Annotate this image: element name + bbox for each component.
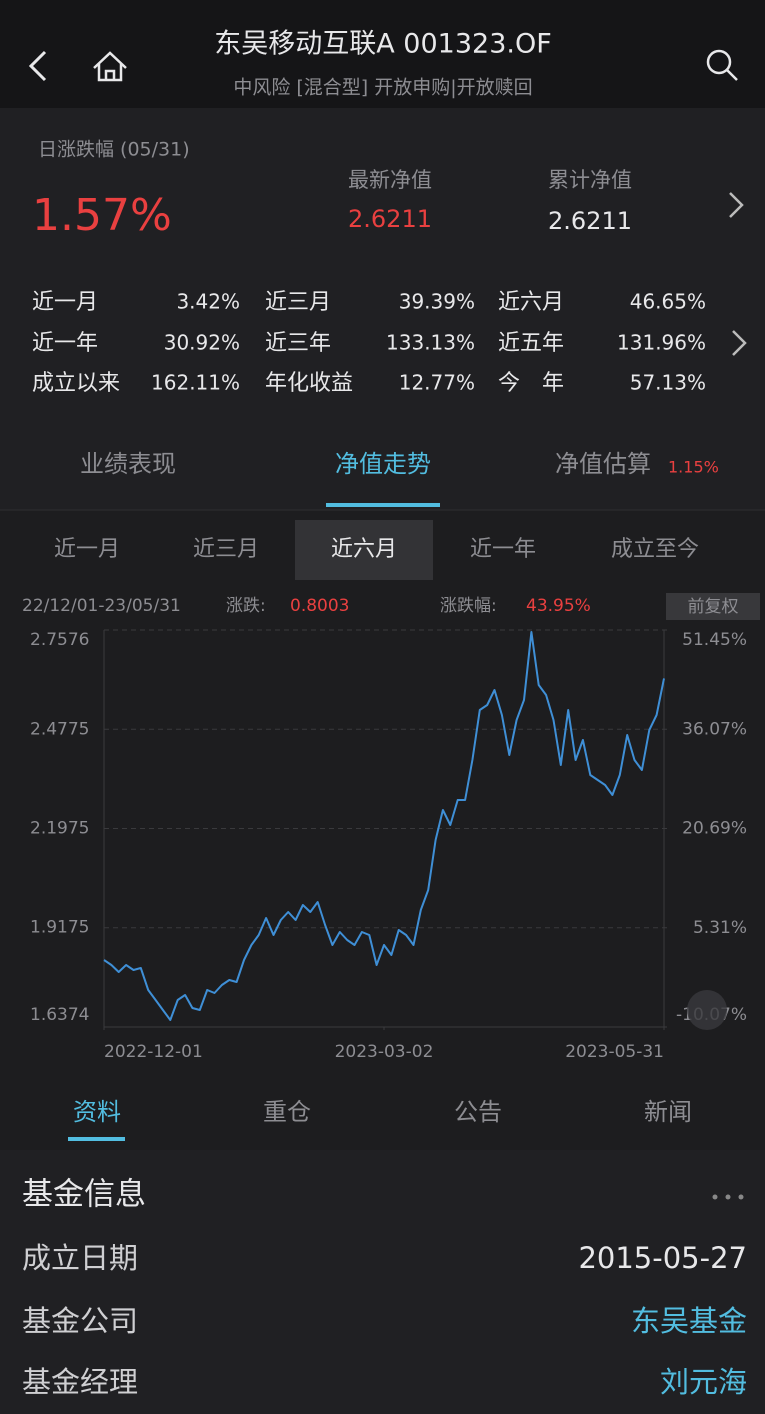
return-label: 近三月 <box>265 290 331 315</box>
bottom-tab[interactable]: 重仓 <box>263 1098 311 1126</box>
tab-underline <box>326 503 440 507</box>
expand-button[interactable] <box>687 990 727 1030</box>
return-value: 133.13% <box>386 331 475 355</box>
y2-tick-label: 5.31% <box>693 918 747 938</box>
return-value: 131.96% <box>617 331 706 355</box>
return-value: 30.92% <box>164 331 240 355</box>
y2-tick-label: 36.07% <box>682 719 747 739</box>
dot <box>738 1194 744 1200</box>
y-tick-label: 1.6374 <box>30 1005 89 1025</box>
estimate: 1.15% <box>668 458 719 477</box>
y-tick-label: 2.7576 <box>30 630 89 650</box>
info-label: 基金公司 <box>22 1304 138 1338</box>
tab[interactable]: 净值估算 <box>555 450 651 478</box>
header-bg <box>0 0 765 108</box>
bottom-tab[interactable]: 公告 <box>454 1098 502 1126</box>
change: 0.8003 <box>290 596 349 616</box>
y-tick-label: 2.1975 <box>30 819 89 839</box>
return-value: 162.11% <box>151 371 240 395</box>
subtitle: 中风险 [混合型] 开放申购|开放赎回 <box>233 77 532 99</box>
chart: 2.7576 2.4775 2.1975 1.9175 1.6374 51.45% 36.0… <box>30 629 747 1062</box>
period[interactable]: 近一月 <box>54 537 120 562</box>
title: 东吴移动互联A 001323.OF <box>214 29 552 60</box>
returns-chevron[interactable] <box>732 330 747 356</box>
search-icon <box>726 69 738 81</box>
y-tick-label: 2.4775 <box>30 719 89 739</box>
return-label: 成立以来 <box>32 371 120 396</box>
period[interactable]: 近一年 <box>470 537 536 562</box>
return-label: 今 年 <box>498 371 564 396</box>
change-label: 涨跌: <box>226 596 266 616</box>
dot <box>712 1194 718 1200</box>
period-active-bg <box>295 520 433 580</box>
return-label: 近三年 <box>265 331 331 356</box>
info-label: 基金经理 <box>22 1365 138 1399</box>
home-button[interactable] <box>93 51 127 82</box>
return-value: 57.13% <box>630 371 706 395</box>
summary-bg <box>0 108 765 510</box>
adjust-button[interactable] <box>666 593 760 620</box>
info-title: 基金信息 <box>22 1177 146 1213</box>
adjust: 前复权 <box>688 597 739 617</box>
x-tick-label: 2022-12-01 <box>104 1042 203 1062</box>
bottom-tab[interactable]: 新闻 <box>644 1098 692 1126</box>
period-active[interactable]: 近六月 <box>331 537 397 562</box>
range: 22/12/01-23/05/31 <box>22 596 181 616</box>
tab[interactable]: 业绩表现 <box>80 450 176 478</box>
y2-tick-label: 51.45% <box>682 630 747 650</box>
pct: 43.95% <box>526 596 591 616</box>
return-value: 12.77% <box>399 371 475 395</box>
returns-grid: 近一月 3.42% 近三月 39.39% 近六月 46.65% 近一年 30.92% 近三年 13… <box>32 290 706 397</box>
return-label: 近一月 <box>32 290 98 315</box>
cum-nav-label: 累计净值 <box>548 168 632 192</box>
info-value: 2015-05-27 <box>578 1241 747 1275</box>
bottom-tab-active[interactable]: 资料 <box>73 1098 121 1126</box>
period[interactable]: 成立至今 <box>611 537 699 562</box>
nav-line <box>103 631 665 1021</box>
info-value: 刘元海 <box>660 1365 747 1399</box>
info-bg <box>0 1150 765 1414</box>
return-label: 近五年 <box>498 331 564 356</box>
return-label: 近一年 <box>32 331 98 356</box>
return-value: 39.39% <box>399 290 475 314</box>
search-button[interactable] <box>706 49 738 81</box>
return-label: 近六月 <box>498 290 564 315</box>
more-button[interactable] <box>712 1194 744 1200</box>
info-label: 成立日期 <box>22 1241 138 1275</box>
period[interactable]: 近三月 <box>193 537 259 562</box>
back-button[interactable] <box>28 50 47 82</box>
daily-change: 1.57% <box>32 190 172 241</box>
y2-tick-label: 20.69% <box>682 819 747 839</box>
dot <box>725 1194 731 1200</box>
return-value: 3.42% <box>176 290 240 314</box>
pct-label: 涨跌幅: <box>440 596 497 616</box>
x-tick-label: 2023-03-02 <box>335 1042 434 1062</box>
daily-label: 日涨跌幅 (05/31) <box>38 139 190 161</box>
bottom-tab-underline <box>68 1137 125 1141</box>
tab-active[interactable]: 净值走势 <box>335 450 431 478</box>
latest-nav-label: 最新净值 <box>348 168 432 192</box>
info-value: 东吴基金 <box>631 1304 747 1338</box>
return-value: 46.65% <box>630 290 706 314</box>
search-icon <box>706 49 732 75</box>
latest-nav: 2.6211 <box>348 205 432 233</box>
nav-chevron[interactable] <box>729 192 744 218</box>
cum-nav: 2.6211 <box>548 207 632 235</box>
return-label: 年化收益 <box>265 371 353 396</box>
y-tick-label: 1.9175 <box>30 918 89 938</box>
x-tick-label: 2023-05-31 <box>565 1042 664 1062</box>
